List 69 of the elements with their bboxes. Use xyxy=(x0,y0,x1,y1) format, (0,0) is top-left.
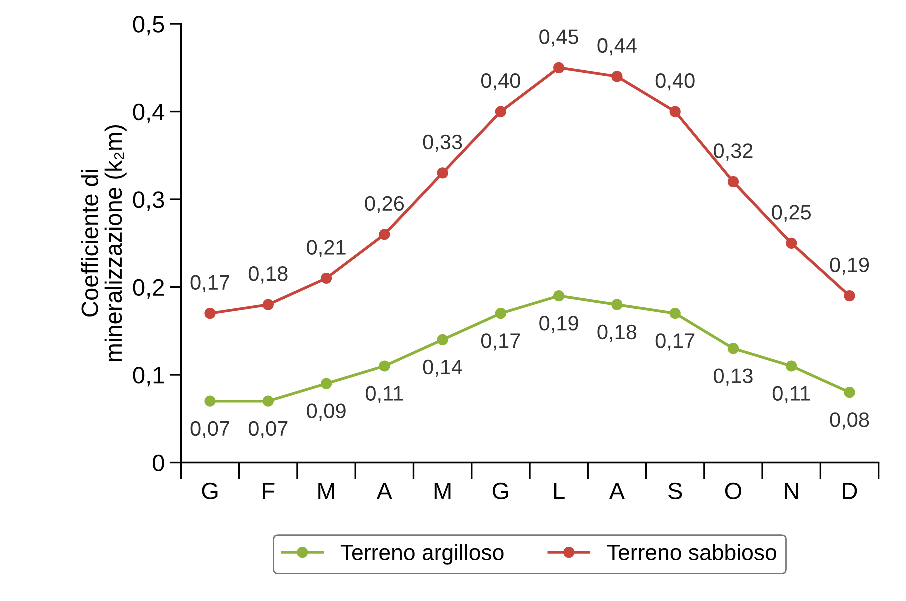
point xyxy=(320,272,332,284)
data-label: 0,40 xyxy=(656,73,695,91)
point xyxy=(379,360,390,372)
point xyxy=(437,168,448,179)
legend-label: Terreno argilloso xyxy=(340,544,504,565)
data-label: 0,07 xyxy=(248,421,288,439)
data-label: 0,40 xyxy=(481,73,520,91)
y-tick-label: 0,1 xyxy=(133,367,164,387)
x-tick-label: L xyxy=(554,483,565,500)
data-label: 0,44 xyxy=(598,38,637,56)
point xyxy=(204,396,216,407)
data-label: 0,08 xyxy=(830,412,870,430)
x-tick-label: S xyxy=(668,482,682,500)
point xyxy=(612,299,623,310)
x-tick-label: G xyxy=(492,482,508,500)
legend-label: Terreno sabbioso xyxy=(607,544,776,561)
data-label: 0,14 xyxy=(423,360,462,378)
data-label: 0,45 xyxy=(540,30,578,47)
data-label: 0,33 xyxy=(423,134,462,152)
point xyxy=(728,176,740,188)
y-axis-title: Coefficiente di mineralizzazione (k₂m) xyxy=(81,125,127,362)
point xyxy=(612,71,623,82)
point xyxy=(670,308,681,320)
x-tick-label: O xyxy=(725,482,742,500)
point xyxy=(844,387,856,398)
point xyxy=(844,290,856,302)
y-tick-label: 0,3 xyxy=(133,192,164,212)
y-tick-label: 0,4 xyxy=(133,104,165,124)
point xyxy=(262,299,274,310)
y-tick-label: 0 xyxy=(153,454,164,472)
x-tick-label: D xyxy=(843,483,858,500)
data-label: 0,07 xyxy=(190,421,230,439)
y-tick-label: 0,2 xyxy=(133,279,164,299)
data-label: 0,19 xyxy=(830,258,870,275)
data-label: 0,17 xyxy=(190,275,230,292)
point xyxy=(495,106,506,118)
point xyxy=(379,229,390,240)
data-label: 0,13 xyxy=(714,368,753,386)
point xyxy=(728,343,740,354)
data-label: 0,21 xyxy=(307,240,346,258)
data-label: 0,17 xyxy=(656,334,695,351)
point xyxy=(554,62,565,74)
x-tick-label: A xyxy=(376,483,392,500)
data-label: 0,17 xyxy=(481,334,520,351)
point xyxy=(495,308,506,320)
point xyxy=(437,334,448,346)
data-label: 0,11 xyxy=(772,386,810,404)
data-label: 0,19 xyxy=(540,316,578,334)
point xyxy=(204,308,216,320)
x-tick-label: N xyxy=(785,483,798,500)
point xyxy=(320,378,332,390)
data-label: 0,18 xyxy=(248,266,288,284)
x-tick-label: A xyxy=(609,483,626,500)
x-tick-label: M xyxy=(434,483,451,500)
x-tick-label: F xyxy=(263,483,275,500)
point xyxy=(786,238,798,249)
data-label: 0,26 xyxy=(365,196,404,214)
y-tick-label: 0,5 xyxy=(133,16,164,36)
data-label: 0,11 xyxy=(366,386,404,404)
point xyxy=(670,106,681,118)
data-label: 0,09 xyxy=(307,404,346,422)
data-label: 0,25 xyxy=(772,205,812,222)
point xyxy=(786,360,798,372)
point xyxy=(554,290,565,302)
x-tick-label: G xyxy=(202,482,218,500)
point xyxy=(262,396,274,407)
x-tick-label: M xyxy=(318,483,334,500)
data-label: 0,18 xyxy=(598,324,637,342)
data-label: 0,32 xyxy=(714,144,753,161)
